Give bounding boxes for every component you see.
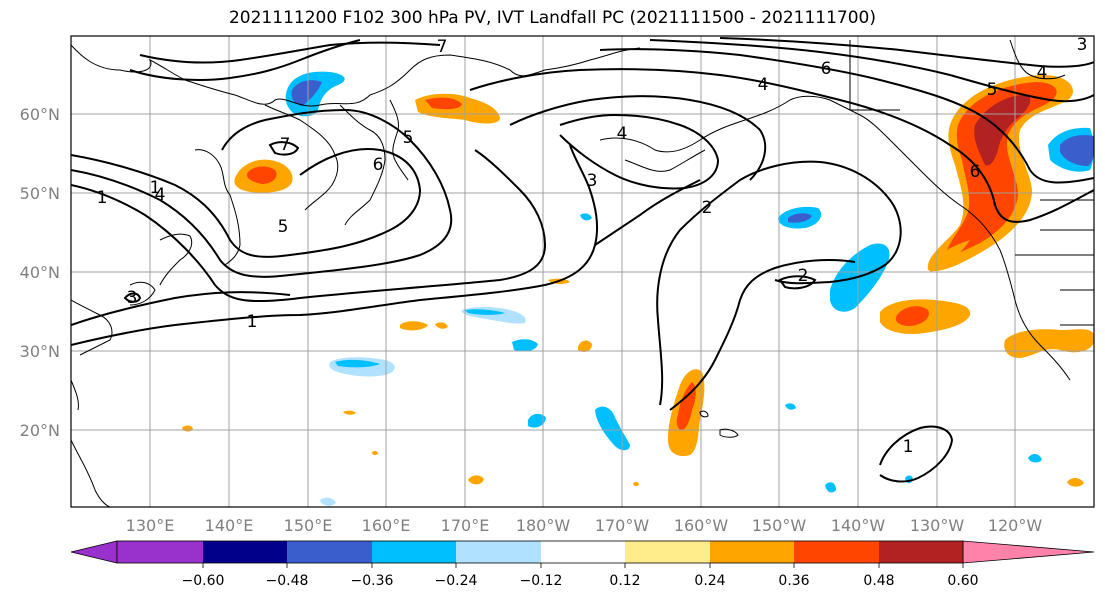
lon-tick-label: 130°E <box>126 516 175 535</box>
lon-tick-label: 140°E <box>205 516 254 535</box>
lon-tick-label: 170°E <box>441 516 490 535</box>
lon-tick-label: 150°W <box>752 516 807 535</box>
colorbar-tick-label: 0.24 <box>694 573 725 589</box>
lon-tick-label: 160°E <box>362 516 411 535</box>
lon-tick-label: 160°W <box>674 516 729 535</box>
colorbar-segment <box>794 541 879 563</box>
contour-label: 5 <box>403 128 414 148</box>
colorbar-segment <box>625 541 710 563</box>
contour-label: 7 <box>280 135 291 155</box>
contour-label: 6 <box>373 155 384 175</box>
contour-label: 1 <box>903 437 914 457</box>
contour-label: 6 <box>821 59 832 79</box>
map-border <box>70 35 1095 508</box>
contour-label: 2 <box>798 266 809 286</box>
contour-label: 5 <box>278 217 289 237</box>
lon-tick-label: 130°W <box>910 516 965 535</box>
colorbar-segment <box>541 541 625 563</box>
colorbar-tick-label: 0.12 <box>609 573 640 589</box>
colorbar-segment <box>117 541 203 563</box>
colorbar-segment <box>879 541 963 563</box>
map-title: 2021111200 F102 300 hPa PV, IVT Landfall… <box>228 8 876 28</box>
lon-tick-label: 150°E <box>284 516 333 535</box>
contour-label: 4 <box>1037 63 1048 83</box>
colorbar-outline <box>116 540 964 564</box>
lat-tick-label: 30°N <box>20 342 60 361</box>
negative-shading <box>285 71 1094 506</box>
lat-tick-label: 40°N <box>20 263 60 282</box>
colorbar-right-extension <box>962 540 1095 564</box>
colorbar-segment <box>287 541 372 563</box>
contour-label: 1 <box>150 178 161 198</box>
longitude-labels: 130°E 140°E 150°E 160°E 170°E 180°W 170°… <box>126 516 1043 535</box>
contour-label: 4 <box>155 185 166 205</box>
colorbar-tick-label: −0.48 <box>266 573 309 589</box>
graticule <box>71 36 1094 507</box>
contour-label: 3 <box>1077 35 1088 55</box>
lon-tick-label: 120°W <box>988 516 1043 535</box>
colorbar-tick-label: −0.24 <box>435 573 478 589</box>
contour-label: 2 <box>702 198 713 218</box>
latitude-labels: 60°N 50°N 40°N 30°N 20°N <box>20 105 60 440</box>
lon-tick-label: 180°W <box>516 516 571 535</box>
pv-contours <box>71 37 1094 483</box>
contour-labels: 7 1 4 6 4 7 5 6 1 1 5 3 4 3 2 2 3 1 6 4 … <box>97 35 1088 457</box>
contour-label: 6 <box>970 162 981 182</box>
colorbar-tick-label: −0.36 <box>351 573 394 589</box>
colorbar-segment <box>710 541 794 563</box>
colorbar-tick-label: 0.60 <box>947 573 978 589</box>
lon-tick-label: 170°W <box>595 516 650 535</box>
lon-tick-label: 140°W <box>831 516 886 535</box>
contour-label: 3 <box>587 171 598 191</box>
contour-label: 1 <box>97 188 108 208</box>
colorbar: −0.60 −0.48 −0.36 −0.24 −0.12 0.12 0.24 … <box>70 540 1095 589</box>
colorbar-tick-label: 0.48 <box>863 573 894 589</box>
contour-label: 3 <box>127 288 138 308</box>
colorbar-tick-label: 0.36 <box>778 573 809 589</box>
contour-label: 1 <box>247 312 258 332</box>
contour-label: 7 <box>437 37 448 57</box>
colorbar-tick-label: −0.12 <box>520 573 563 589</box>
contour-label: 5 <box>987 80 998 100</box>
colorbar-tick-marks <box>202 563 964 568</box>
lat-tick-label: 20°N <box>20 421 60 440</box>
colorbar-segment <box>203 541 287 563</box>
colorbar-segment <box>372 541 456 563</box>
contour-label: 4 <box>758 75 769 95</box>
contour-label: 4 <box>617 124 628 144</box>
lat-tick-label: 50°N <box>20 184 60 203</box>
colorbar-left-extension <box>70 540 118 564</box>
lat-tick-label: 60°N <box>20 105 60 124</box>
colorbar-segment <box>456 541 541 563</box>
colorbar-tick-label: −0.60 <box>182 573 225 589</box>
